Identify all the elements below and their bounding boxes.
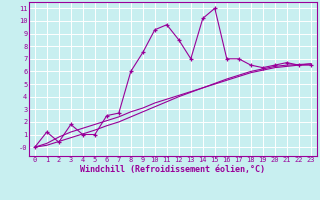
X-axis label: Windchill (Refroidissement éolien,°C): Windchill (Refroidissement éolien,°C) <box>80 165 265 174</box>
